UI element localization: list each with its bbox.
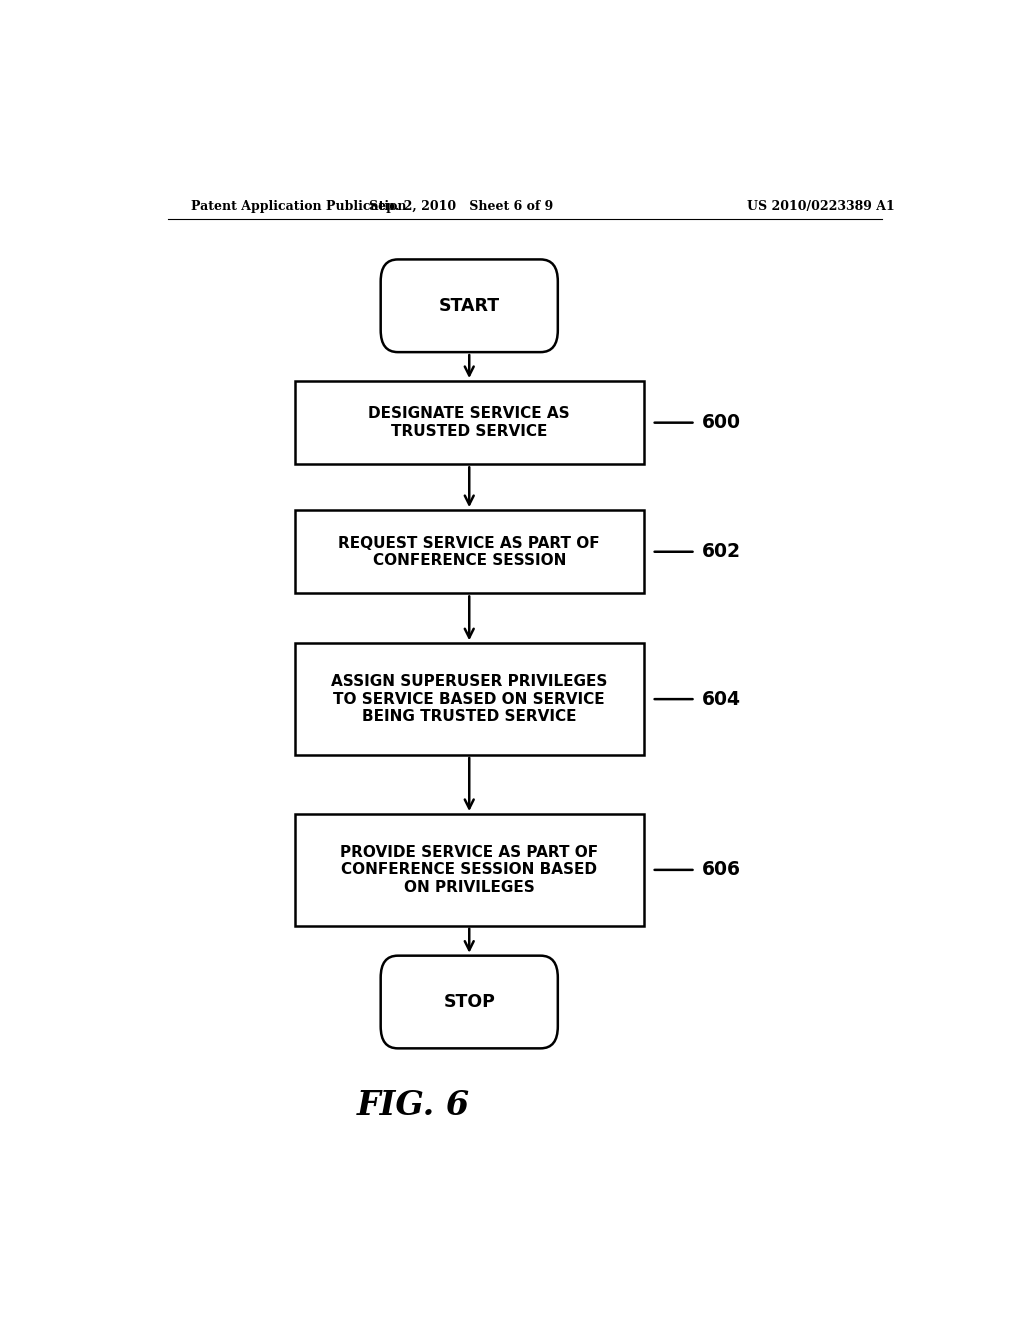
Text: DESIGNATE SERVICE AS
TRUSTED SERVICE: DESIGNATE SERVICE AS TRUSTED SERVICE <box>369 407 570 438</box>
Text: ASSIGN SUPERUSER PRIVILEGES
TO SERVICE BASED ON SERVICE
BEING TRUSTED SERVICE: ASSIGN SUPERUSER PRIVILEGES TO SERVICE B… <box>331 675 607 725</box>
FancyBboxPatch shape <box>381 260 558 352</box>
Text: Sep. 2, 2010   Sheet 6 of 9: Sep. 2, 2010 Sheet 6 of 9 <box>370 199 553 213</box>
Text: FIG. 6: FIG. 6 <box>357 1089 470 1122</box>
Text: Patent Application Publication: Patent Application Publication <box>191 199 407 213</box>
Text: 600: 600 <box>701 413 740 432</box>
FancyBboxPatch shape <box>381 956 558 1048</box>
Text: START: START <box>438 297 500 314</box>
Text: REQUEST SERVICE AS PART OF
CONFERENCE SESSION: REQUEST SERVICE AS PART OF CONFERENCE SE… <box>339 536 600 568</box>
Bar <box>295 643 644 755</box>
Bar <box>295 814 644 925</box>
Text: 602: 602 <box>701 543 740 561</box>
Text: 604: 604 <box>701 689 740 709</box>
Bar <box>295 381 644 465</box>
Text: STOP: STOP <box>443 993 496 1011</box>
Text: 606: 606 <box>701 861 740 879</box>
Text: US 2010/0223389 A1: US 2010/0223389 A1 <box>748 199 895 213</box>
Bar <box>295 510 644 594</box>
Text: PROVIDE SERVICE AS PART OF
CONFERENCE SESSION BASED
ON PRIVILEGES: PROVIDE SERVICE AS PART OF CONFERENCE SE… <box>340 845 598 895</box>
